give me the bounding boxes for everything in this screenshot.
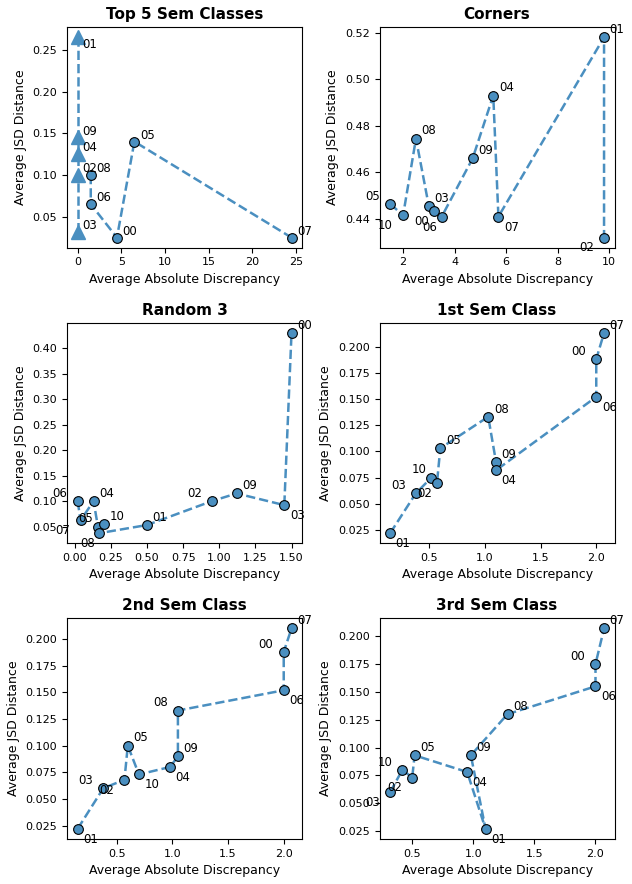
Text: 09: 09 (82, 125, 97, 138)
Text: 02: 02 (387, 781, 402, 795)
Text: 10: 10 (412, 463, 427, 476)
Text: 08: 08 (153, 697, 167, 709)
Text: 00: 00 (123, 225, 137, 238)
Text: 06: 06 (601, 690, 616, 704)
X-axis label: Average Absolute Discrepancy: Average Absolute Discrepancy (89, 273, 280, 286)
Text: 06: 06 (52, 487, 68, 499)
Text: 02: 02 (579, 241, 594, 255)
Text: 02: 02 (187, 487, 202, 499)
Text: 05: 05 (78, 513, 93, 525)
Text: 03: 03 (365, 796, 380, 809)
Title: Corners: Corners (464, 7, 530, 22)
Text: 04: 04 (99, 487, 114, 499)
X-axis label: Average Absolute Discrepancy: Average Absolute Discrepancy (401, 273, 593, 286)
Text: 01: 01 (152, 511, 167, 524)
Text: 06: 06 (602, 400, 617, 414)
Title: 1st Sem Class: 1st Sem Class (437, 302, 557, 317)
Text: 01: 01 (396, 537, 411, 550)
Text: 09: 09 (477, 741, 491, 754)
Text: 00: 00 (258, 637, 274, 651)
Text: 09: 09 (478, 144, 493, 157)
Text: 01: 01 (491, 833, 506, 846)
Text: 03: 03 (82, 219, 97, 232)
Text: 06: 06 (289, 694, 304, 707)
X-axis label: Average Absolute Discrepancy: Average Absolute Discrepancy (89, 568, 280, 582)
Text: 00: 00 (571, 345, 586, 358)
Text: 08: 08 (422, 125, 436, 137)
Text: 06: 06 (96, 192, 111, 204)
Title: 2nd Sem Class: 2nd Sem Class (122, 598, 247, 613)
Text: 00: 00 (571, 650, 585, 663)
Text: 04: 04 (502, 474, 516, 487)
Text: 00: 00 (415, 215, 429, 228)
Text: 04: 04 (473, 776, 488, 789)
Text: 03: 03 (391, 479, 406, 492)
Title: 3rd Sem Class: 3rd Sem Class (437, 598, 558, 613)
Text: 07: 07 (504, 220, 519, 233)
Text: 05: 05 (365, 190, 380, 202)
Text: 08: 08 (494, 402, 509, 415)
Text: 04: 04 (82, 141, 97, 155)
X-axis label: Average Absolute Discrepancy: Average Absolute Discrepancy (89, 864, 280, 877)
Text: 10: 10 (109, 510, 124, 522)
X-axis label: Average Absolute Discrepancy: Average Absolute Discrepancy (401, 568, 593, 582)
Text: 08: 08 (513, 700, 528, 713)
Text: 07: 07 (610, 319, 624, 332)
Text: 10: 10 (145, 778, 159, 791)
Text: 03: 03 (434, 192, 449, 205)
Text: 05: 05 (140, 129, 155, 141)
Y-axis label: Average JSD Distance: Average JSD Distance (7, 661, 20, 796)
Text: 05: 05 (446, 434, 461, 447)
Text: 05: 05 (420, 741, 435, 754)
Text: 04: 04 (176, 771, 190, 784)
Text: 02: 02 (418, 487, 432, 499)
Text: 01: 01 (83, 833, 98, 846)
Text: 04: 04 (499, 81, 514, 95)
Title: Top 5 Sem Classes: Top 5 Sem Classes (106, 7, 264, 22)
Text: 02: 02 (82, 162, 97, 175)
Text: 09: 09 (502, 447, 516, 461)
Y-axis label: Average JSD Distance: Average JSD Distance (319, 365, 332, 501)
Text: 08: 08 (80, 537, 95, 550)
Text: 03: 03 (78, 774, 93, 787)
Text: 06: 06 (422, 220, 437, 233)
Text: 05: 05 (133, 731, 148, 744)
Text: 02: 02 (99, 783, 114, 796)
Y-axis label: Average JSD Distance: Average JSD Distance (319, 661, 332, 796)
Text: 03: 03 (290, 509, 305, 522)
Text: 07: 07 (56, 524, 70, 537)
Text: 07: 07 (297, 614, 312, 628)
Text: 10: 10 (378, 219, 393, 232)
Text: 01: 01 (610, 23, 624, 36)
Text: 08: 08 (96, 162, 111, 175)
Text: 09: 09 (183, 743, 198, 755)
Text: 01: 01 (82, 38, 97, 51)
Text: 10: 10 (377, 756, 392, 768)
Title: Random 3: Random 3 (142, 302, 228, 317)
Text: 07: 07 (610, 614, 624, 628)
Text: 00: 00 (297, 319, 312, 332)
X-axis label: Average Absolute Discrepancy: Average Absolute Discrepancy (401, 864, 593, 877)
Y-axis label: Average JSD Distance: Average JSD Distance (14, 70, 27, 205)
Text: 09: 09 (242, 479, 257, 492)
Y-axis label: Average JSD Distance: Average JSD Distance (326, 70, 339, 205)
Text: 07: 07 (297, 225, 312, 238)
Y-axis label: Average JSD Distance: Average JSD Distance (14, 365, 27, 501)
